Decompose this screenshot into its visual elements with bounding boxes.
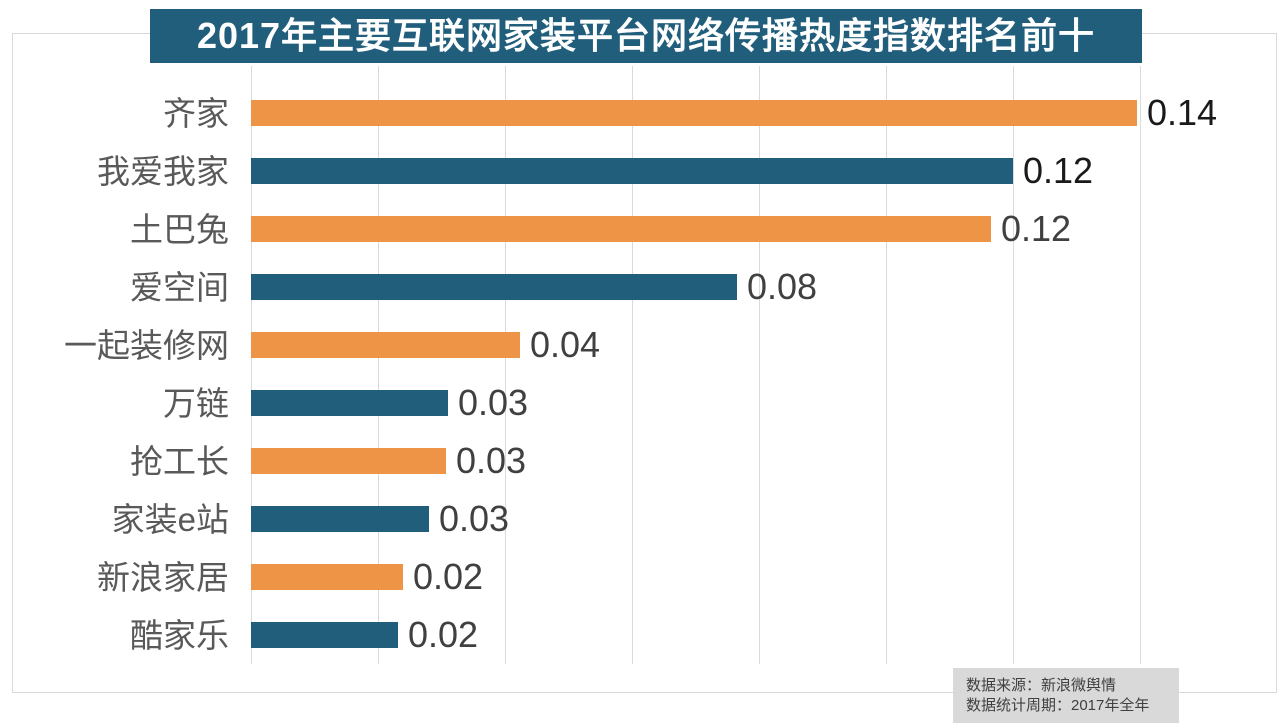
bar <box>251 622 398 648</box>
value-label: 0.12 <box>1001 208 1072 249</box>
data-source-text: 数据来源：新浪微舆情 <box>966 677 1117 694</box>
bar-row: 新浪家居 0.02 <box>13 559 483 595</box>
gridline-0.08 <box>759 66 760 664</box>
gridline-0.12 <box>1013 66 1014 664</box>
value-label: 0.02 <box>413 556 484 597</box>
bar-row: 万链 0.03 <box>13 385 528 421</box>
value-label: 0.02 <box>408 614 479 655</box>
category-label: 一起装修网 <box>64 326 229 364</box>
category-label: 新浪家居 <box>97 558 229 596</box>
value-label: 0.03 <box>458 382 529 423</box>
bar-row: 酷家乐 0.02 <box>13 617 478 653</box>
bar <box>251 390 448 416</box>
source-note-box: 数据来源：新浪微舆情 数据统计周期：2017年全年 <box>953 668 1179 723</box>
bar <box>251 100 1137 126</box>
bar-row: 爱空间 0.08 <box>13 269 817 305</box>
value-label: 0.14 <box>1147 92 1218 133</box>
bar-row: 一起装修网 0.04 <box>13 327 600 363</box>
category-label: 家装e站 <box>111 500 229 538</box>
category-label: 万链 <box>163 384 229 422</box>
bar <box>251 506 429 532</box>
gridline-0.02 <box>378 66 379 664</box>
bar-row: 土巴兔 0.12 <box>13 211 1071 247</box>
value-label: 0.12 <box>1023 150 1094 191</box>
bar <box>251 332 520 358</box>
bar-row: 我爱我家 0.12 <box>13 153 1093 189</box>
bar <box>251 158 1013 184</box>
bar-row: 家装e站 0.03 <box>13 501 509 537</box>
gridline-0.1 <box>886 66 887 664</box>
value-label: 0.03 <box>439 498 510 539</box>
bar-row: 抢工长 0.03 <box>13 443 526 479</box>
value-label: 0.04 <box>530 324 601 365</box>
category-label: 抢工长 <box>130 442 229 480</box>
bar-row: 齐家 0.14 <box>13 95 1217 131</box>
category-label: 齐家 <box>163 94 229 132</box>
gridline-0 <box>251 66 252 664</box>
bar <box>251 448 446 474</box>
value-label: 0.03 <box>456 440 527 481</box>
gridline-0.04 <box>505 66 506 664</box>
category-label: 酷家乐 <box>130 616 229 654</box>
plot-area: 齐家 0.14 我爱我家 0.12 土巴兔 0.12 爱空间 0.08 一起装修网 0.04 万链 0… <box>12 33 1277 693</box>
data-period-text: 数据统计周期：2017年全年 <box>966 697 1150 714</box>
category-label: 爱空间 <box>130 268 229 306</box>
gridline-0.14 <box>1140 66 1141 664</box>
gridline-0.06 <box>632 66 633 664</box>
bar <box>251 216 991 242</box>
category-label: 我爱我家 <box>97 152 229 190</box>
category-label: 土巴兔 <box>130 210 229 248</box>
bar <box>251 564 403 590</box>
bar <box>251 274 737 300</box>
chart-title-banner: 2017年主要互联网家装平台网络传播热度指数排名前十 <box>150 9 1142 63</box>
value-label: 0.08 <box>747 266 818 307</box>
